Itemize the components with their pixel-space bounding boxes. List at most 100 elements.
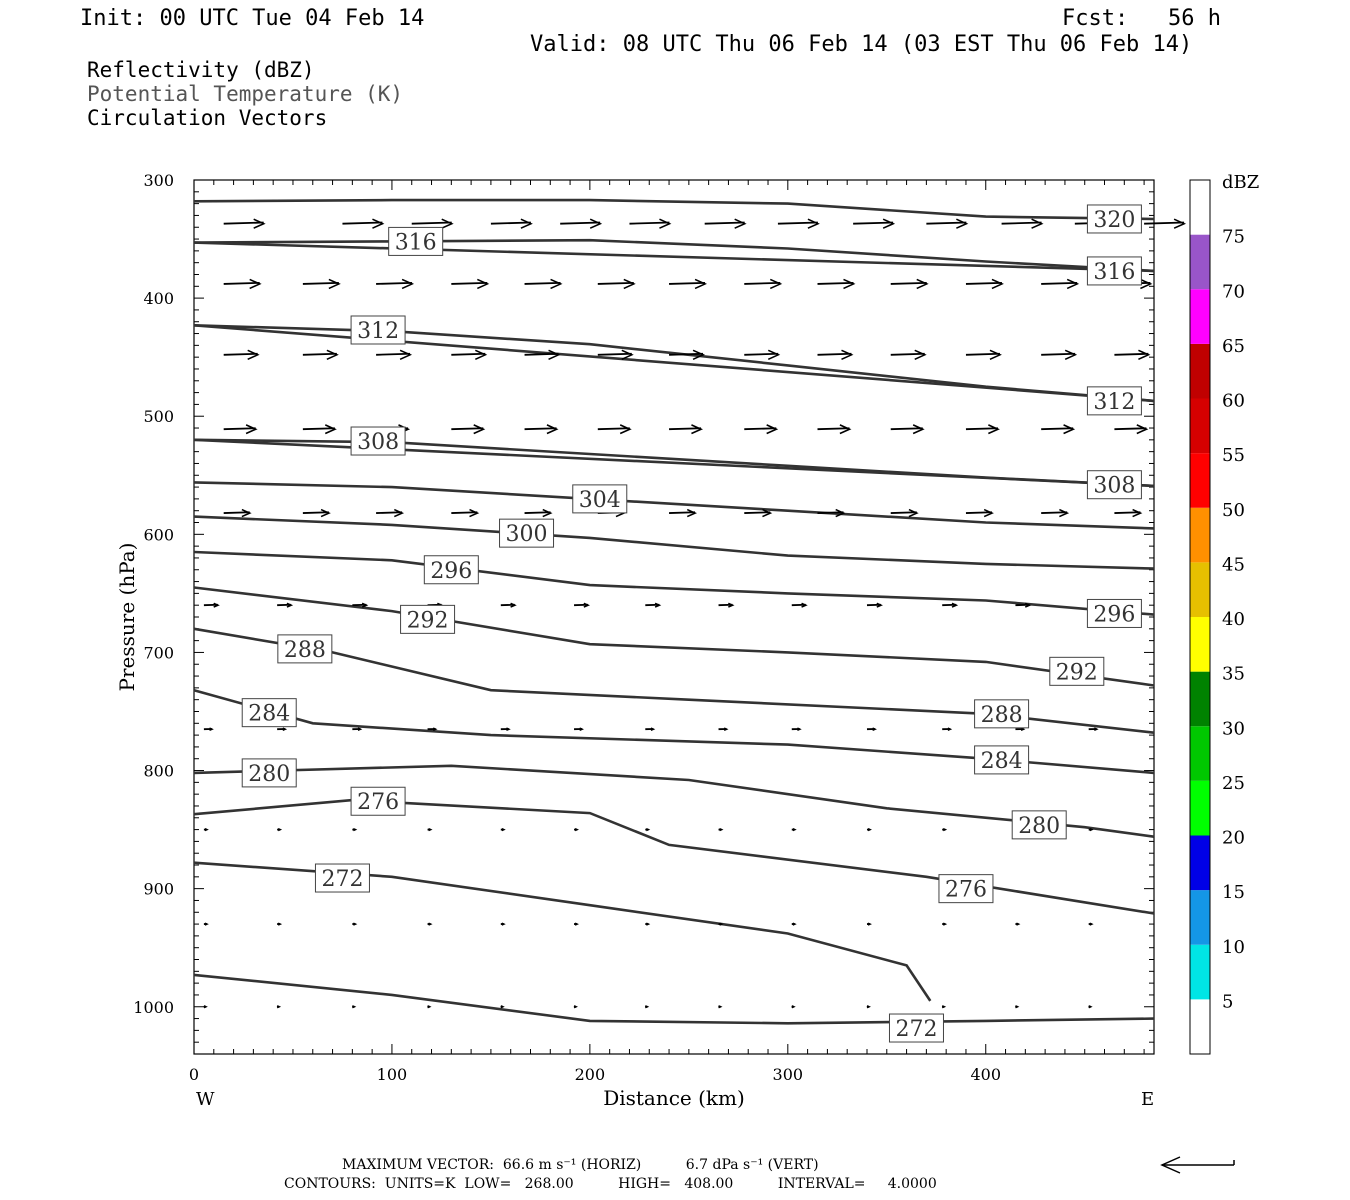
circulation-vector — [574, 727, 584, 732]
circulation-vector — [1041, 508, 1070, 518]
circulation-vector — [376, 278, 415, 290]
circulation-vector — [277, 602, 294, 608]
y-tick-label: 600 — [143, 525, 174, 544]
circulation-vector — [744, 424, 779, 435]
colorbar-level-label: 65 — [1222, 336, 1245, 357]
isentrope-296 — [193, 550, 1155, 616]
circulation-vector — [853, 218, 896, 229]
circulation-vector — [942, 827, 948, 832]
circulation-vector — [451, 508, 480, 518]
colorbar-level-label: 35 — [1222, 664, 1245, 685]
circulation-vector — [427, 1005, 432, 1009]
circulation-vector — [352, 602, 369, 608]
circulation-vector — [1041, 278, 1080, 290]
svg-text:292: 292 — [407, 608, 449, 633]
circulation-vector — [277, 827, 283, 832]
circulation-vector — [1015, 602, 1032, 608]
circulation-vector — [817, 278, 856, 290]
circulation-vector — [277, 922, 283, 926]
circulation-vector — [718, 602, 735, 608]
circulation-vector — [866, 922, 872, 926]
x-axis-title: Distance (km) — [603, 1086, 745, 1110]
circulation-vector — [1041, 349, 1078, 361]
svg-text:280: 280 — [248, 762, 290, 787]
circulation-vector — [744, 278, 783, 290]
circulation-vector — [427, 827, 433, 832]
colorbar-frame — [1189, 179, 1211, 1055]
svg-text:280: 280 — [1018, 814, 1060, 839]
svg-text:284: 284 — [248, 702, 290, 727]
valid-time: Valid: 08 UTC Thu 06 Feb 14 (03 EST Thu … — [530, 32, 1193, 57]
svg-text:272: 272 — [321, 867, 363, 892]
circulation-vector — [427, 922, 433, 926]
isentrope-316 — [193, 241, 1155, 273]
contour-label-284: 284 — [241, 698, 297, 728]
contour-label-316: 316 — [1086, 256, 1142, 286]
y-tick-label: 300 — [143, 171, 174, 190]
circulation-vector — [777, 218, 820, 229]
circulation-vector — [500, 827, 506, 832]
svg-text:320: 320 — [1093, 208, 1135, 233]
circulation-vector — [352, 922, 358, 926]
init-time: Init: 00 UTC Tue 04 Feb 14 — [80, 6, 425, 31]
circulation-vector — [1088, 922, 1094, 926]
contour-labels: 320 316 316 312 312 308 308 304 300 296 296 292 292 2… — [241, 204, 1142, 1043]
colorbar-segment — [1190, 453, 1210, 508]
circulation-vector — [965, 424, 1000, 435]
circulation-vector — [574, 602, 590, 608]
svg-text:308: 308 — [1093, 474, 1135, 499]
svg-text:292: 292 — [1056, 660, 1098, 685]
circulation-vector — [573, 1005, 578, 1009]
circulation-vector — [597, 424, 632, 435]
circulation-vector — [1114, 349, 1151, 361]
circulation-vector — [890, 278, 929, 290]
circulation-vector — [704, 218, 747, 229]
contour-label-280: 280 — [1011, 810, 1067, 840]
circulation-vector — [1001, 218, 1044, 229]
contour-label-308: 308 — [350, 426, 406, 456]
colorbar-segment — [1190, 726, 1210, 781]
y-tick-label: 800 — [143, 762, 174, 781]
circulation-vector — [203, 602, 220, 608]
circulation-vector — [451, 349, 488, 361]
svg-text:272: 272 — [895, 1017, 937, 1042]
isentrope-320 — [193, 198, 1155, 221]
y-axis-title: Pressure (hPa) — [115, 543, 139, 692]
circulation-vector — [942, 922, 948, 926]
circulation-vector — [965, 349, 1002, 361]
svg-text:300: 300 — [506, 522, 548, 547]
circulation-vector — [203, 727, 214, 732]
circulation-vector — [352, 827, 358, 832]
circulation-vector — [597, 278, 636, 290]
circulation-vector — [669, 349, 706, 361]
circulation-vector — [203, 827, 209, 832]
circulation-vector — [1088, 827, 1094, 832]
svg-text:284: 284 — [981, 749, 1023, 774]
axis-tick-labels: 300 400 500 600 700 800 900 1000 0 100 200 300 400 — [133, 171, 1001, 1084]
circulation-vector — [560, 218, 603, 229]
circulation-vector — [791, 1005, 796, 1009]
y-tick-label: 900 — [143, 880, 174, 899]
contour-label-288: 288 — [974, 699, 1030, 729]
circulation-vector — [223, 349, 260, 361]
circulation-vector — [866, 1005, 871, 1009]
circulation-vector — [1088, 1005, 1093, 1009]
circulation-vector — [890, 424, 925, 435]
circulation-vector — [490, 218, 533, 229]
contour-label-308: 308 — [1086, 470, 1142, 500]
circulation-vector — [817, 424, 852, 435]
circulation-vector — [302, 424, 337, 435]
circulation-vector — [965, 278, 1004, 290]
isentrope-292 — [193, 586, 1155, 687]
y-tick-label: 1000 — [133, 998, 174, 1017]
svg-text:296: 296 — [1093, 602, 1135, 627]
colorbar-segment — [1190, 617, 1210, 672]
circulation-vector — [890, 508, 919, 518]
y-tick-label: 400 — [143, 289, 174, 308]
circulation-vector — [817, 508, 846, 518]
colorbar-level-label: 20 — [1222, 828, 1245, 849]
circulation-vector — [791, 922, 797, 926]
circulation-vector — [427, 727, 438, 732]
colorbar-segment — [1190, 562, 1210, 617]
colorbar-segment — [1190, 507, 1210, 563]
